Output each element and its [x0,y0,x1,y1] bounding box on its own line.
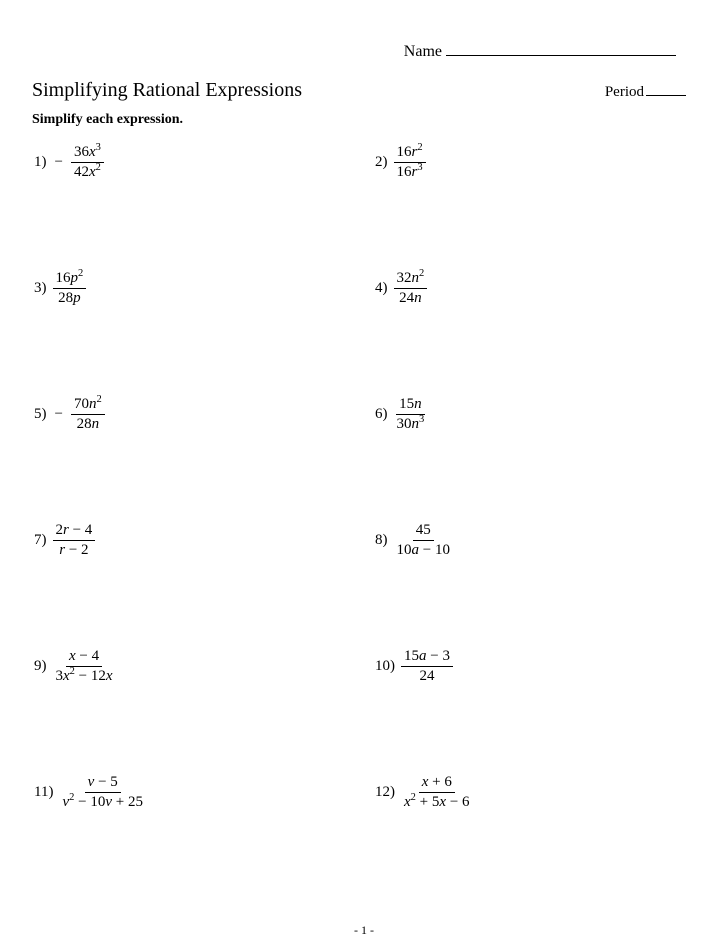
header-row: Name [32,40,696,61]
page-title: Simplifying Rational Expressions [32,79,302,102]
denominator: 24 [416,667,437,685]
fraction: 4510a − 10 [394,522,453,558]
denominator: x2 + 5x − 6 [401,793,473,811]
problem-8: 8) 4510a − 10 [375,522,696,558]
problem-10: 10) 15a − 324 [375,648,696,684]
numerator: 70n2 [71,396,105,415]
problem-number: 6) [375,406,388,423]
numerator: 16r2 [394,144,426,163]
denominator: 42x2 [71,163,104,181]
name-label: Name [404,43,442,61]
denominator: 24n [396,289,425,307]
name-blank-line[interactable] [446,40,676,56]
problem-number: 3) [34,280,47,297]
denominator: 16r3 [394,163,426,181]
fraction: 15n30n3 [394,396,428,432]
numerator: 16p2 [53,270,87,289]
numerator: 2r − 4 [53,522,96,541]
problem-number: 5) [34,406,47,423]
denominator: v2 − 10v + 25 [59,793,146,811]
fraction: x − 43x2 − 12x [53,648,116,684]
problem-number: 12) [375,784,395,801]
fraction: 2r − 4r − 2 [53,522,96,558]
numerator: x + 6 [419,774,455,793]
problem-5: 5)−70n228n [34,396,355,432]
fraction: x + 6x2 + 5x − 6 [401,774,473,810]
title-row: Simplifying Rational Expressions Period [32,79,696,102]
problem-number: 11) [34,784,53,801]
problem-number: 9) [34,658,47,675]
problem-12: 12) x + 6x2 + 5x − 6 [375,774,696,810]
problem-number: 8) [375,532,388,549]
numerator: 36x3 [71,144,104,163]
problem-number: 10) [375,658,395,675]
fraction: 16r216r3 [394,144,426,180]
problem-11: 11) v − 5v2 − 10v + 25 [34,774,355,810]
problem-number: 1) [34,154,47,171]
period-blank-line[interactable] [646,81,686,96]
denominator: r − 2 [56,541,91,559]
period-field: Period [605,81,686,101]
problem-4: 4) 32n224n [375,270,696,306]
denominator: 28n [74,415,103,433]
worksheet-page: Name Simplifying Rational Expressions Pe… [0,0,728,950]
instructions: Simplify each expression. [32,112,696,128]
page-number: - 1 - [0,923,728,938]
numerator: 45 [413,522,434,541]
problem-number: 4) [375,280,388,297]
problem-number: 2) [375,154,388,171]
problem-3: 3) 16p228p [34,270,355,306]
problem-6: 6) 15n30n3 [375,396,696,432]
problem-2: 2) 16r216r3 [375,144,696,180]
problems-grid: 1)−36x342x22)16r216r33)16p228p4)32n224n5… [32,144,696,810]
denominator: 30n3 [394,415,428,433]
problem-7: 7) 2r − 4r − 2 [34,522,355,558]
name-field: Name [404,40,676,61]
problem-1: 1)−36x342x2 [34,144,355,180]
fraction: 70n228n [71,396,105,432]
numerator: 32n2 [394,270,428,289]
denominator: 10a − 10 [394,541,453,559]
fraction: 16p228p [53,270,87,306]
denominator: 28p [55,289,84,307]
period-label: Period [605,84,644,101]
negative-sign: − [55,406,63,423]
fraction: v − 5v2 − 10v + 25 [59,774,146,810]
numerator: 15n [396,396,425,415]
problem-number: 7) [34,532,47,549]
fraction: 15a − 324 [401,648,453,684]
denominator: 3x2 − 12x [53,667,116,685]
numerator: x − 4 [66,648,102,667]
fraction: 32n224n [394,270,428,306]
fraction: 36x342x2 [71,144,104,180]
problem-9: 9) x − 43x2 − 12x [34,648,355,684]
numerator: v − 5 [85,774,121,793]
negative-sign: − [55,154,63,171]
numerator: 15a − 3 [401,648,453,667]
